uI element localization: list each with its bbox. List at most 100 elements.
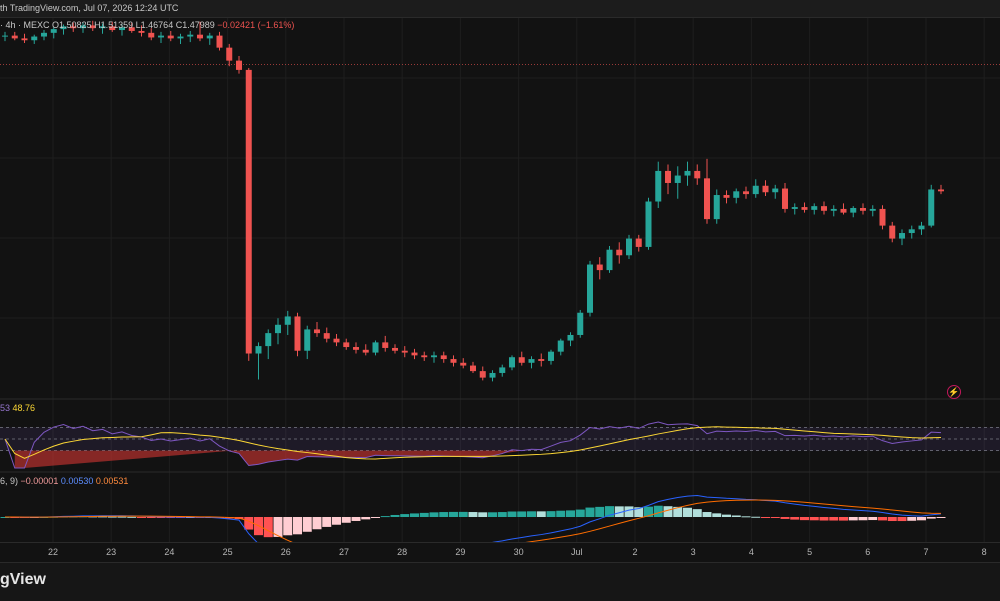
candle-body	[50, 29, 57, 33]
candle-body	[148, 32, 155, 38]
macd-histogram-bar	[819, 517, 829, 521]
macd-histogram-bar	[624, 506, 634, 517]
macd-histogram-bar	[575, 509, 585, 517]
macd-histogram-bar	[536, 511, 546, 517]
rsi-ma-line	[4, 426, 942, 460]
macd-histogram-bar	[527, 511, 536, 517]
candle-body	[362, 349, 369, 353]
macd-histogram-bar	[507, 511, 517, 517]
candle-body	[138, 30, 145, 33]
macd-histogram-bar	[566, 510, 575, 517]
x-tick-label: 23	[106, 547, 117, 557]
candle-body	[567, 334, 574, 341]
candle-body	[440, 355, 447, 360]
candle-body	[655, 170, 662, 202]
candle-body	[421, 355, 428, 358]
macd-histogram-bar	[595, 506, 605, 517]
macd-histogram-bar	[400, 514, 410, 517]
macd-histogram-bar	[390, 514, 400, 517]
macd-histogram-bar	[449, 511, 458, 517]
candle-body	[187, 34, 194, 37]
candle-body	[645, 201, 652, 247]
macd-histogram-bar	[478, 512, 488, 517]
x-tick-label: 7	[923, 547, 929, 557]
candle-body	[489, 372, 496, 378]
candle-body	[60, 26, 67, 30]
macd-histogram-bar	[322, 517, 332, 527]
x-tick-label: 6	[865, 547, 871, 557]
candle-body	[216, 35, 223, 48]
x-tick-label: 29	[455, 547, 466, 557]
candle-body	[704, 178, 710, 220]
candle-body	[762, 185, 769, 193]
macd-histogram-bar	[293, 517, 302, 535]
candle-body	[713, 195, 720, 220]
rsi-line	[4, 421, 942, 469]
candle-body	[158, 35, 164, 38]
macd-params: 6, 9)	[0, 476, 19, 486]
candle-body	[752, 185, 759, 195]
candle-body	[860, 208, 866, 211]
rsi-value: 48.76	[12, 403, 36, 413]
candle-body	[236, 60, 242, 70]
chart-area[interactable]: · 4h · MEXC O1.50825 H1.51359 L1.46764 C…	[0, 18, 1000, 542]
x-tick-label: 30	[513, 547, 524, 557]
macd-histogram-bar	[146, 517, 156, 518]
macd-histogram-bar	[117, 516, 127, 518]
macd-histogram-bar	[663, 506, 673, 517]
candle-body	[577, 312, 584, 335]
macd-histogram-bar	[858, 517, 868, 521]
candle-body	[674, 175, 681, 183]
macd-histogram-bar	[137, 517, 146, 518]
macd-line-value: 0.00530	[60, 476, 94, 486]
macd-histogram-bar	[917, 517, 926, 521]
x-tick-label: 5	[807, 547, 813, 557]
macd-histogram-bar	[790, 517, 800, 520]
macd-histogram-bar	[878, 517, 887, 521]
candle-body	[684, 170, 691, 176]
candle-body	[772, 188, 779, 193]
candle-body	[499, 367, 506, 373]
candle-body	[635, 238, 642, 247]
high-value: H1.51359	[94, 20, 134, 30]
macd-histogram-bar	[410, 513, 419, 517]
lightning-icon[interactable]: ⚡	[947, 385, 961, 399]
candle-body	[743, 191, 749, 195]
macd-histogram-bar	[98, 516, 107, 518]
candle-body	[392, 347, 398, 351]
candle-body	[723, 195, 730, 198]
candle-body	[596, 264, 603, 271]
candle-body	[314, 329, 320, 334]
candle-body	[791, 207, 798, 209]
macd-histogram-bar	[585, 507, 595, 517]
macd-histogram-bar	[107, 516, 117, 518]
candle-body	[41, 32, 47, 37]
macd-histogram-bar	[653, 505, 663, 517]
x-tick-label: 28	[397, 547, 408, 557]
candle-body	[528, 359, 535, 363]
candle-body	[372, 342, 379, 353]
macd-histogram-bar	[263, 517, 273, 538]
macd-histogram-bar	[497, 512, 507, 517]
candle-body	[353, 347, 359, 350]
candle-body	[11, 35, 18, 39]
macd-histogram-bar	[351, 517, 361, 521]
macd-histogram-bar	[371, 517, 380, 518]
change-value: −0.02421 (−1.61%)	[217, 20, 295, 30]
close-value: C1.47989	[175, 20, 215, 30]
macd-histogram-bar	[166, 517, 176, 518]
chart-canvas[interactable]	[0, 18, 1000, 542]
macd-histogram-bar	[302, 517, 312, 532]
macd-histogram-bar	[127, 516, 137, 518]
macd-legend: 6, 9) −0.00001 0.00530 0.00531	[0, 476, 128, 486]
candle-body	[21, 38, 28, 41]
macd-histogram-bar	[439, 512, 449, 517]
macd-histogram-bar	[712, 513, 722, 517]
candle-body	[928, 189, 935, 226]
candle-body	[606, 249, 613, 271]
candle-body	[518, 357, 525, 363]
macd-histogram-bar	[887, 517, 897, 522]
macd-histogram-bar	[780, 517, 790, 519]
macd-histogram-bar	[312, 517, 322, 530]
macd-histogram-bar	[458, 511, 468, 517]
